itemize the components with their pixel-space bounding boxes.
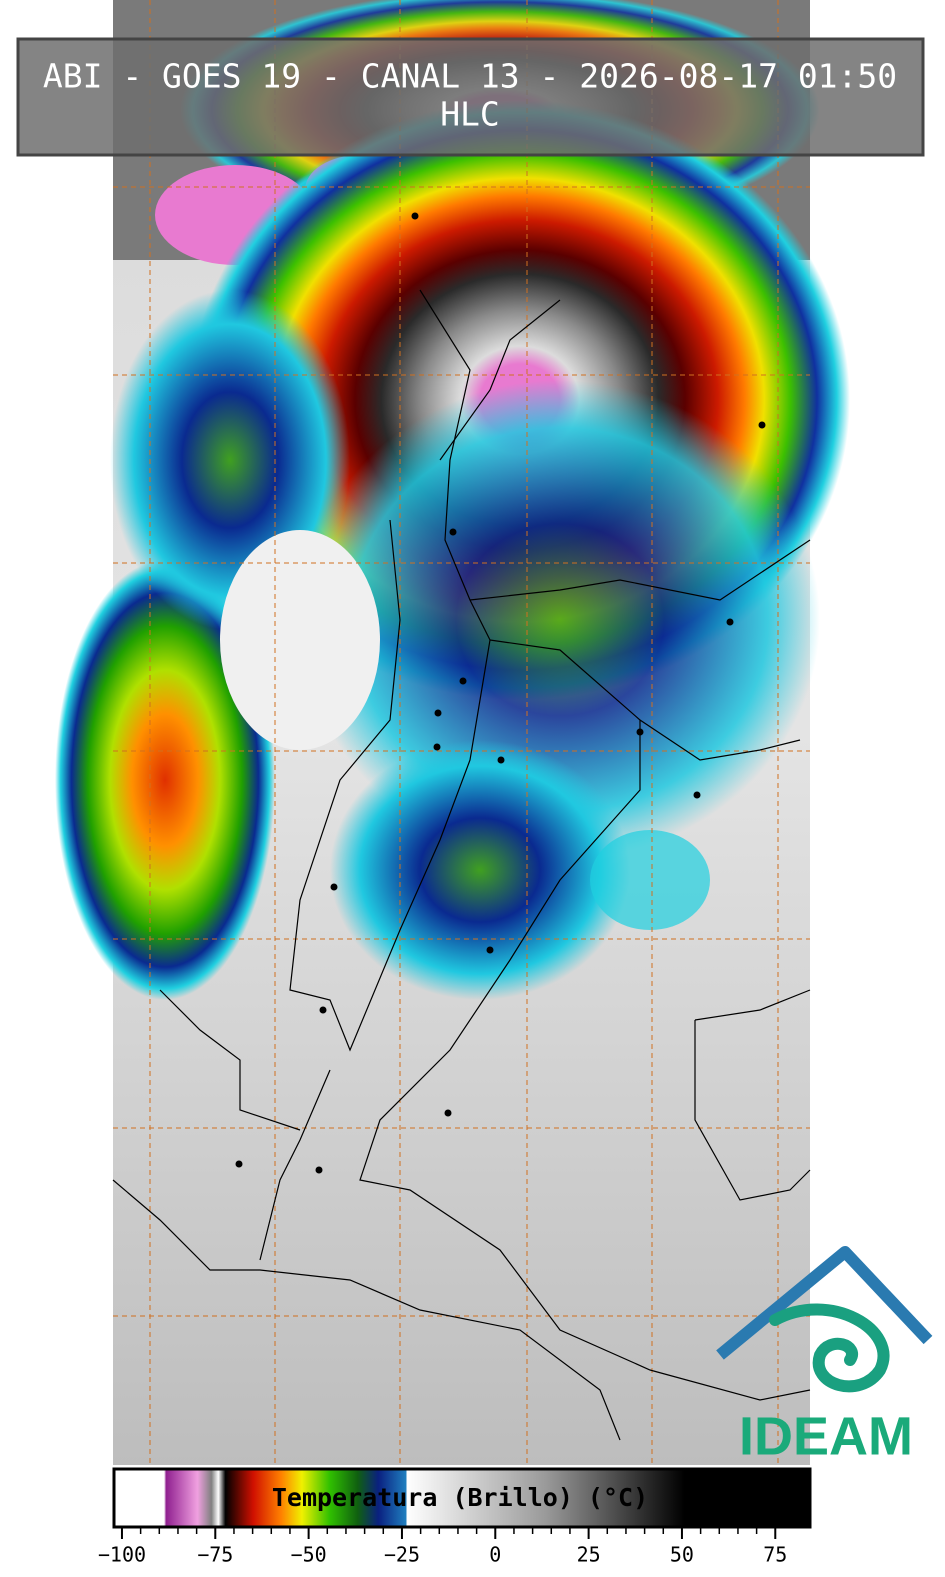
colorbar-tick-label: −50	[291, 1543, 327, 1567]
logo-text: IDEAM	[739, 1406, 913, 1466]
graticule	[113, 0, 810, 1465]
colorbar-tick-label: 50	[670, 1543, 694, 1567]
colorbar-tick-label: −100	[98, 1543, 146, 1567]
city-dots	[235, 212, 766, 1174]
subtitle: HLC	[440, 95, 500, 134]
colorbar-label: Temperatura (Brillo) (°C)	[272, 1483, 648, 1512]
logo: IDEAM	[716, 1246, 933, 1466]
colorbar-tick-label: 0	[489, 1543, 501, 1567]
colorbar-tick-label: 75	[763, 1543, 787, 1567]
borders	[112, 289, 811, 1441]
colorbar-tick-label: −25	[384, 1543, 420, 1567]
satellite-image	[55, 0, 850, 1465]
colorbar: Temperatura (Brillo) (°C)	[112, 1467, 812, 1529]
title: ABI - GOES 19 - CANAL 13 - 2026-08-17 01…	[43, 57, 897, 96]
colorbar-tick-label: 25	[577, 1543, 601, 1567]
title-box	[16, 37, 925, 157]
colorbar-tick-label: −75	[197, 1543, 233, 1567]
